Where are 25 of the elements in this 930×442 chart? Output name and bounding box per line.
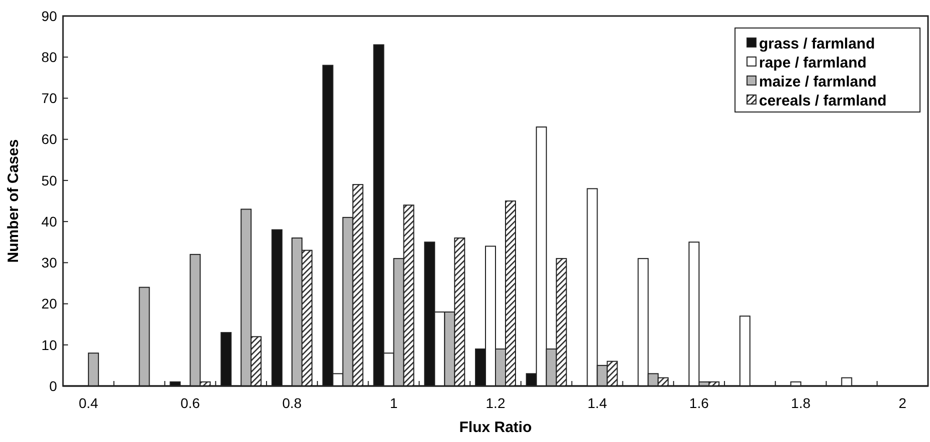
- legend-label: rape / farmland: [759, 54, 867, 72]
- y-tick-label: 50: [41, 172, 58, 188]
- x-axis-title: Flux Ratio: [459, 419, 532, 436]
- legend-label: grass / farmland: [759, 35, 875, 52]
- y-tick-label: 0: [49, 378, 58, 394]
- y-tick-label: 80: [41, 49, 58, 66]
- x-tick-label: 1.6: [689, 395, 709, 411]
- y-axis-title: Number of Cases: [5, 139, 22, 263]
- y-tick-label: 30: [41, 254, 58, 271]
- x-tick-label: 1.4: [588, 395, 608, 411]
- y-tick-label: 40: [41, 213, 58, 230]
- x-tick-label: 1.2: [486, 395, 506, 411]
- x-tick-label: 0.6: [180, 395, 200, 411]
- y-tick-label: 90: [41, 8, 58, 24]
- x-tick-label: 0.4: [78, 395, 98, 411]
- y-tick-label: 20: [41, 296, 58, 312]
- y-tick-label: 60: [41, 131, 58, 148]
- x-tick-label: 2: [898, 395, 907, 411]
- legend-label: maize / farmland: [759, 73, 877, 90]
- x-tick-label: 1.8: [791, 395, 811, 411]
- y-tick-label: 10: [41, 336, 58, 353]
- x-tick-label: 0.8: [282, 395, 302, 411]
- legend-label: cereals / farmland: [759, 92, 887, 110]
- y-tick-label: 70: [41, 90, 58, 106]
- x-tick-label: 1: [390, 395, 398, 411]
